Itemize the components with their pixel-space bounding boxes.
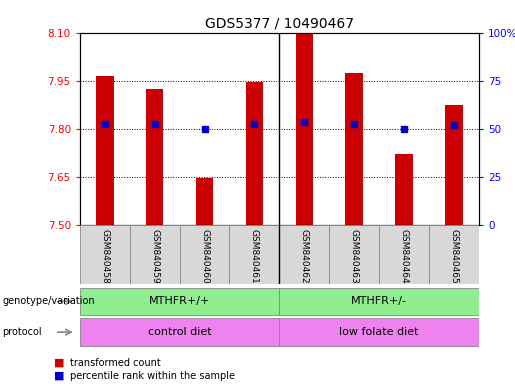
Bar [180, 225, 230, 284]
Bar [146, 89, 163, 225]
Text: MTHFR+/+: MTHFR+/+ [149, 296, 210, 306]
Text: GSM840459: GSM840459 [150, 229, 159, 284]
Bar [279, 318, 479, 346]
Bar [80, 288, 279, 315]
Bar [396, 154, 413, 225]
Text: GSM840465: GSM840465 [450, 229, 458, 284]
Text: GSM840464: GSM840464 [400, 229, 408, 284]
Text: GSM840463: GSM840463 [350, 229, 359, 284]
Text: percentile rank within the sample: percentile rank within the sample [70, 371, 234, 381]
Bar [296, 34, 313, 225]
Bar [279, 288, 479, 315]
Text: GSM840462: GSM840462 [300, 229, 309, 284]
Bar [279, 225, 329, 284]
Text: protocol: protocol [3, 327, 42, 337]
Bar [379, 225, 429, 284]
Bar [130, 225, 180, 284]
Text: ■: ■ [54, 371, 64, 381]
Bar [246, 82, 263, 225]
Text: genotype/variation: genotype/variation [3, 296, 95, 306]
Text: MTHFR+/-: MTHFR+/- [351, 296, 407, 306]
Bar [96, 76, 113, 225]
Bar [329, 225, 379, 284]
Text: transformed count: transformed count [70, 358, 160, 368]
Bar [445, 104, 463, 225]
Bar [429, 225, 479, 284]
Text: GSM840460: GSM840460 [200, 229, 209, 284]
Text: GSM840458: GSM840458 [100, 229, 109, 284]
Text: low folate diet: low folate diet [339, 327, 419, 337]
Bar [346, 73, 363, 225]
Text: control diet: control diet [148, 327, 212, 337]
Text: GSM840461: GSM840461 [250, 229, 259, 284]
Bar [196, 178, 213, 225]
Bar [230, 225, 279, 284]
Bar [80, 225, 130, 284]
Text: ■: ■ [54, 358, 64, 368]
Bar [80, 318, 279, 346]
Title: GDS5377 / 10490467: GDS5377 / 10490467 [205, 16, 354, 30]
